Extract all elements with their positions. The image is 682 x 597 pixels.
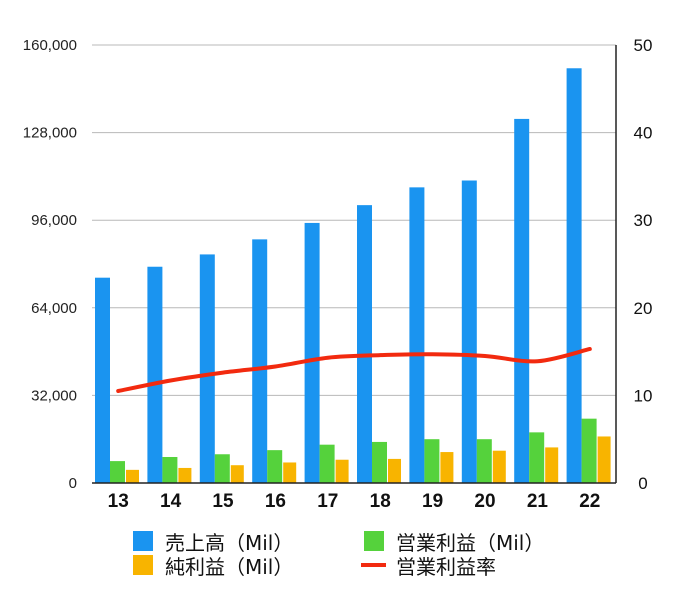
y-right-tick-label: 30 xyxy=(634,211,653,230)
y-left-tick-label: 32,000 xyxy=(31,387,77,404)
legend-label-sales: 売上高（Mil） xyxy=(165,531,293,555)
legend-swatch-net-profit xyxy=(133,555,153,575)
legend: 売上高（Mil） 営業利益（Mil） 純利益（Mil） 営業利益率 xyxy=(133,531,544,579)
bar xyxy=(126,469,139,483)
x-tick-label: 15 xyxy=(212,491,234,512)
bar xyxy=(214,454,230,483)
x-tick-label: 17 xyxy=(317,491,338,512)
bar xyxy=(95,277,110,483)
legend-label-net-profit: 純利益（Mil） xyxy=(165,555,293,579)
bar xyxy=(319,444,335,483)
bar xyxy=(566,68,582,484)
x-tick-label: 18 xyxy=(370,491,391,512)
legend-swatch-sales xyxy=(133,531,153,551)
bar xyxy=(409,187,425,483)
bar xyxy=(514,118,530,483)
y-right-tick-label: 20 xyxy=(634,299,653,318)
bar xyxy=(424,439,440,483)
bar xyxy=(304,222,320,483)
y-left-tick-label: 64,000 xyxy=(31,300,77,317)
bar xyxy=(492,450,506,483)
bar xyxy=(252,239,268,483)
y-right-tick-label: 40 xyxy=(634,124,653,143)
x-tick-label: 21 xyxy=(527,491,549,512)
bar xyxy=(476,439,492,483)
x-tick-label: 16 xyxy=(265,491,286,512)
legend-label-operating-margin: 営業利益率 xyxy=(396,555,496,579)
bar xyxy=(162,456,178,483)
bar xyxy=(372,441,387,483)
bar xyxy=(581,418,597,483)
x-tick-label: 19 xyxy=(422,491,443,512)
bar xyxy=(529,432,545,483)
y-left-tick-label: 128,000 xyxy=(23,125,77,142)
bar xyxy=(597,436,611,483)
bar xyxy=(545,447,559,483)
line-layer xyxy=(116,346,592,394)
axis-layer: 0 32,000 64,000 96,000 128,000 160,000 0 10 20 30… xyxy=(23,36,653,512)
bar xyxy=(230,465,244,483)
x-tick-label: 20 xyxy=(474,491,495,512)
legend-label-operating-profit: 営業利益（Mil） xyxy=(396,531,544,555)
bar xyxy=(147,266,163,483)
y-right-tick-label: 50 xyxy=(634,36,653,55)
bar xyxy=(267,450,283,483)
y-left-tick-label: 0 xyxy=(69,475,77,492)
bar xyxy=(388,458,401,483)
bar xyxy=(357,205,372,484)
y-right-tick-label: 0 xyxy=(638,474,647,493)
y-right-tick-label: 10 xyxy=(634,386,653,405)
bar xyxy=(110,461,125,483)
bar-layer xyxy=(95,68,611,484)
bar xyxy=(335,459,349,483)
y-left-tick-label: 160,000 xyxy=(23,37,77,54)
bar xyxy=(199,254,215,483)
x-tick-label: 22 xyxy=(579,491,600,512)
bar xyxy=(440,452,454,483)
bar xyxy=(178,467,192,483)
grid-layer xyxy=(92,44,616,396)
x-tick-label: 14 xyxy=(160,491,182,512)
legend-swatch-operating-profit xyxy=(364,531,384,551)
bar xyxy=(283,462,297,483)
operating-margin-line xyxy=(116,346,592,394)
bar xyxy=(461,180,477,483)
x-tick-label: 13 xyxy=(108,491,129,512)
y-left-tick-label: 96,000 xyxy=(31,212,77,229)
